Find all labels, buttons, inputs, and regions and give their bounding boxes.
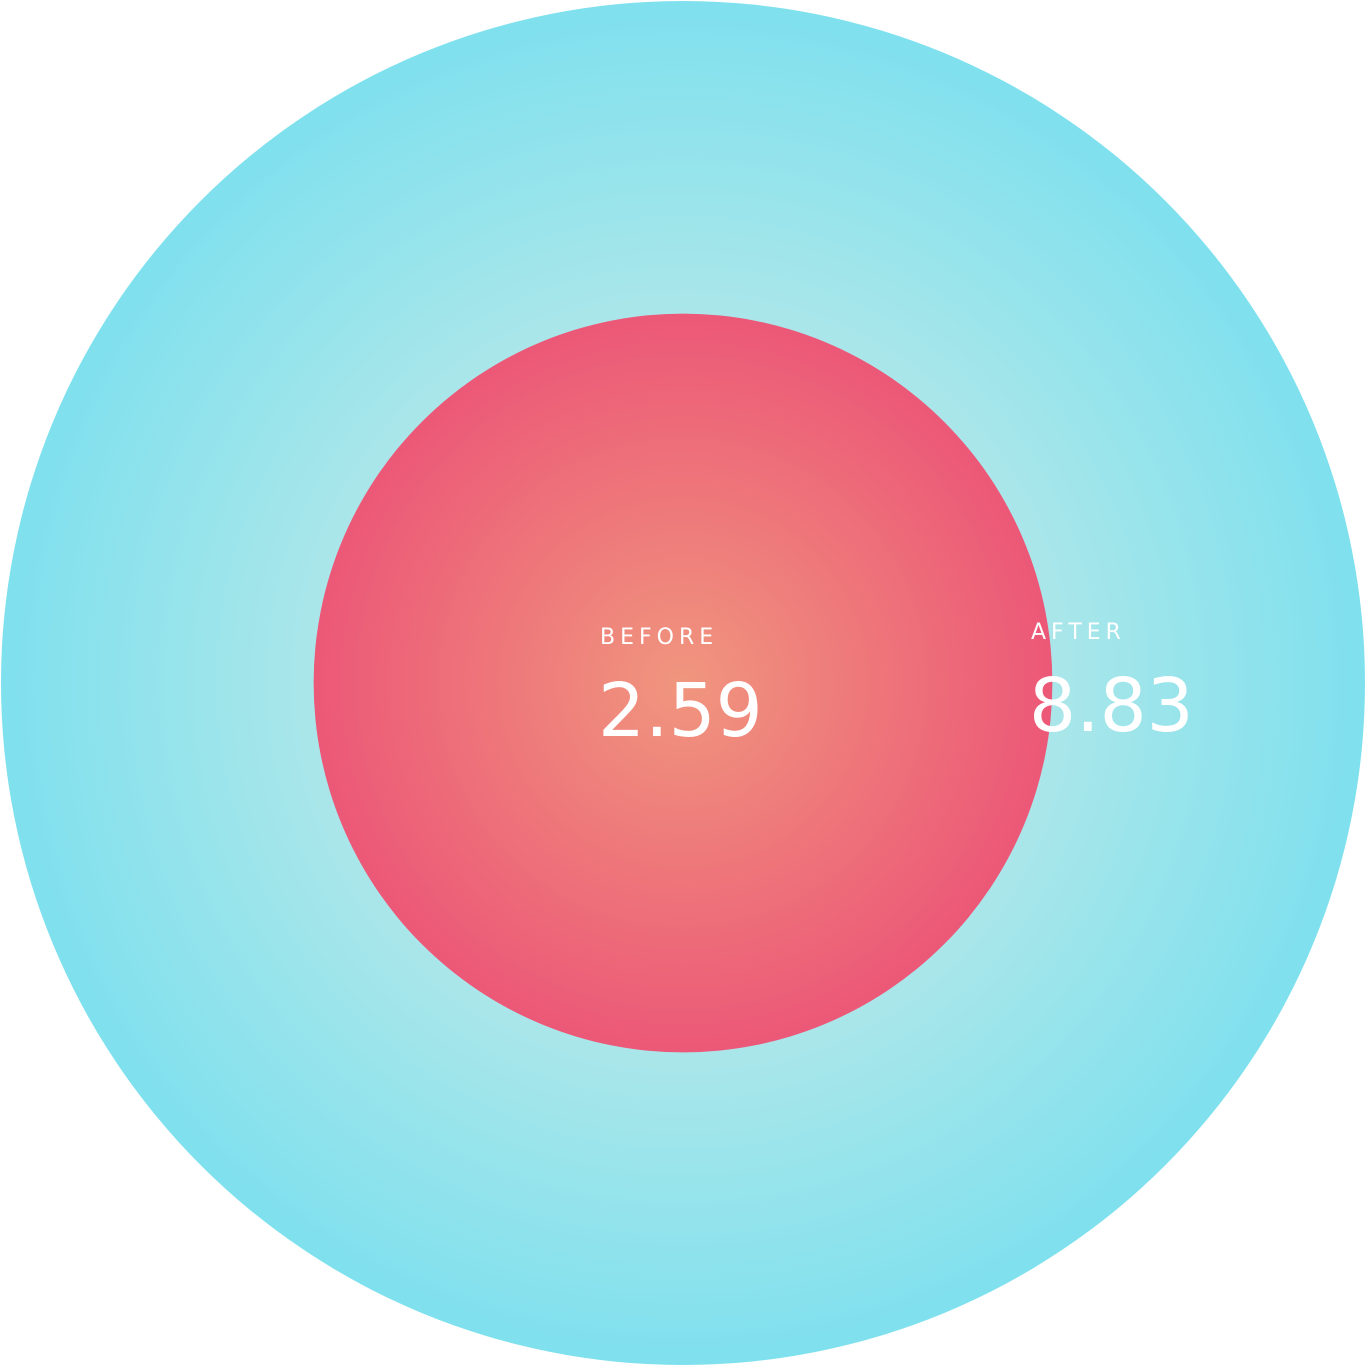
before-bubble bbox=[313, 313, 1053, 1053]
after-label: AFTER bbox=[1031, 620, 1126, 645]
before-label: BEFORE bbox=[600, 625, 718, 650]
before-value: 2.59 bbox=[598, 668, 763, 754]
after-value: 8.83 bbox=[1029, 663, 1194, 749]
